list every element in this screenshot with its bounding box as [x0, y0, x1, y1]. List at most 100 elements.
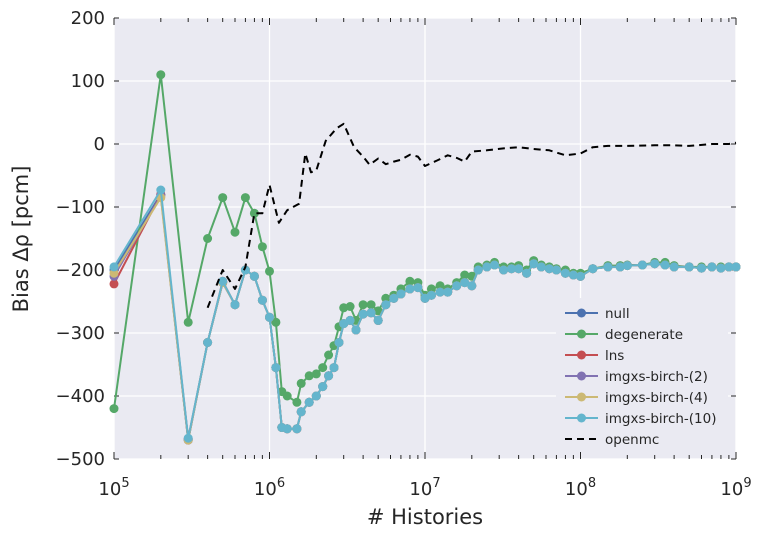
data-point-imgxs-birch-10: [257, 295, 267, 305]
x-tick-base: 10: [98, 479, 121, 500]
legend-label: openmc: [605, 432, 659, 448]
legend-label: degenerate: [605, 327, 683, 343]
legend-marker: [577, 329, 586, 339]
data-point-imgxs-birch-10: [366, 308, 376, 318]
data-point-degenerate: [304, 371, 314, 381]
x-tick-label: 108: [565, 476, 596, 500]
y-tick-label: −300: [56, 323, 105, 344]
data-point-degenerate: [345, 302, 355, 311]
legend: null degenerate lns imgxs-birch-(2) imgxs-bi…: [556, 298, 728, 452]
data-point-imgxs-birch-10: [183, 433, 193, 443]
data-point-degenerate: [183, 317, 193, 327]
data-point-imgxs-birch-10: [731, 262, 741, 272]
data-point-imgxs-birch-10: [329, 363, 339, 373]
data-point-imgxs-birch-10: [271, 363, 281, 373]
data-point-degenerate: [426, 284, 436, 294]
data-point-imgxs-birch-10: [544, 264, 554, 274]
data-point-imgxs-birch-10: [490, 260, 499, 270]
x-tick-base: 10: [409, 479, 432, 500]
data-point-imgxs-birch-10: [514, 264, 524, 274]
data-point-imgxs-birch-10: [296, 407, 306, 417]
data-point-imgxs-birch-10: [529, 259, 539, 269]
y-tick-label: 100: [71, 71, 105, 92]
x-tick-exponent: 8: [588, 476, 596, 491]
data-point-degenerate: [311, 369, 321, 379]
data-point-imgxs-birch-10: [426, 290, 436, 300]
data-point-imgxs-birch-10: [345, 315, 355, 325]
data-point-imgxs-birch-10: [230, 300, 240, 310]
data-point-imgxs-birch-10: [522, 268, 532, 278]
data-point-degenerate: [109, 404, 119, 414]
data-point-imgxs-birch-10: [203, 338, 213, 347]
data-point-imgxs-birch-10: [482, 262, 492, 272]
data-point-imgxs-birch-4: [109, 268, 119, 278]
data-point-imgxs-birch-10: [473, 265, 483, 275]
data-point-imgxs-birch-10: [156, 185, 166, 195]
x-tick-label: 107: [409, 476, 440, 500]
legend-label: imgxs-birch-(4): [605, 390, 708, 406]
data-point-imgxs-birch-10: [467, 281, 477, 291]
legend-marker: [577, 413, 586, 423]
x-tick-base: 10: [720, 479, 743, 500]
y-tick-label: −500: [56, 449, 105, 470]
y-tick-label: −400: [56, 386, 105, 407]
data-point-imgxs-birch-10: [396, 289, 406, 299]
grid: [113, 17, 737, 460]
data-point-degenerate: [405, 276, 415, 286]
data-point-imgxs-birch-10: [568, 270, 578, 280]
data-point-imgxs-birch-10: [507, 264, 516, 274]
legend-label: null: [605, 306, 630, 322]
data-point-imgxs-birch-10: [452, 281, 462, 291]
legend-marker: [577, 308, 586, 318]
data-point-degenerate: [296, 378, 306, 388]
data-point-degenerate: [460, 270, 470, 280]
y-tick-label: −100: [56, 197, 105, 218]
data-point-imgxs-birch-10: [669, 262, 679, 272]
data-point-imgxs-birch-10: [551, 265, 561, 275]
data-point-degenerate: [373, 306, 383, 316]
data-point-imgxs-birch-10: [724, 262, 734, 272]
x-tick-exponent: 7: [432, 476, 440, 491]
data-point-imgxs-birch-10: [603, 262, 613, 272]
data-point-degenerate: [358, 300, 368, 310]
data-point-degenerate: [271, 317, 281, 327]
data-point-imgxs-birch-10: [716, 263, 726, 273]
data-point-imgxs-birch-10: [109, 262, 119, 272]
data-point-imgxs-birch-10: [460, 278, 470, 288]
data-point-degenerate: [282, 391, 292, 401]
data-point-degenerate: [381, 293, 391, 303]
data-point-imgxs-birch-10: [249, 271, 259, 281]
data-point-degenerate: [240, 193, 250, 203]
data-point-degenerate: [203, 234, 213, 243]
y-tick-label: 200: [71, 8, 105, 29]
data-point-imgxs-birch-10: [536, 262, 546, 272]
legend-label: lns: [605, 348, 624, 364]
x-tick-exponent: 5: [121, 476, 129, 491]
data-point-imgxs-birch-10: [373, 315, 383, 325]
data-point-imgxs-birch-10: [358, 309, 368, 319]
data-point-imgxs-birch-10: [381, 300, 391, 310]
data-point-degenerate: [435, 281, 445, 291]
data-point-imgxs-birch-10: [660, 260, 670, 270]
data-point-imgxs-birch-10: [304, 397, 314, 407]
data-point-imgxs-birch-10: [560, 268, 570, 278]
data-point-imgxs-birch-10: [240, 265, 250, 275]
data-point-degenerate: [265, 266, 274, 276]
data-point-imgxs-birch-10: [405, 284, 415, 294]
data-point-imgxs-birch-10: [218, 276, 228, 286]
y-tick-label: −200: [56, 260, 105, 281]
data-point-imgxs-birch-10: [499, 265, 509, 275]
data-point-imgxs-birch-10: [292, 424, 302, 434]
data-point-imgxs-birch-10: [650, 259, 660, 269]
legend-label: imgxs-birch-(2): [605, 369, 708, 385]
x-tick-base: 10: [254, 479, 277, 500]
data-point-imgxs-birch-10: [318, 382, 328, 392]
x-tick-label: 106: [254, 476, 285, 500]
x-tick-label: 105: [98, 476, 129, 500]
data-point-degenerate: [324, 350, 334, 360]
data-point-imgxs-birch-10: [707, 262, 717, 272]
x-tick-exponent: 6: [277, 476, 285, 491]
data-point-imgxs-birch-10: [615, 262, 625, 272]
